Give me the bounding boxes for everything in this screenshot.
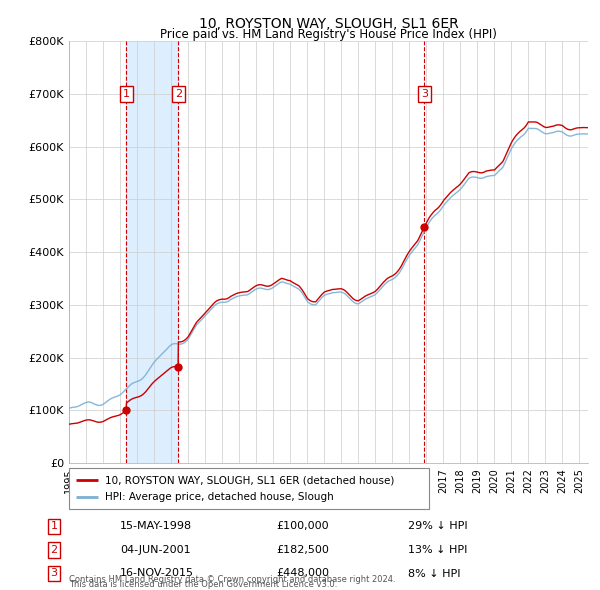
Text: £448,000: £448,000 xyxy=(276,569,329,578)
Bar xyxy=(127,41,178,463)
Text: 1: 1 xyxy=(50,522,58,531)
Text: 29% ↓ HPI: 29% ↓ HPI xyxy=(408,522,467,531)
Text: 8% ↓ HPI: 8% ↓ HPI xyxy=(408,569,461,578)
Text: This data is licensed under the Open Government Licence v3.0.: This data is licensed under the Open Gov… xyxy=(69,581,337,589)
Text: 15-MAY-1998: 15-MAY-1998 xyxy=(120,522,192,531)
Text: 1: 1 xyxy=(123,89,130,99)
Text: 2: 2 xyxy=(175,89,182,99)
Text: 16-NOV-2015: 16-NOV-2015 xyxy=(120,569,194,578)
Text: £100,000: £100,000 xyxy=(276,522,329,531)
Text: 04-JUN-2001: 04-JUN-2001 xyxy=(120,545,191,555)
Text: 3: 3 xyxy=(50,569,58,578)
Text: Price paid vs. HM Land Registry's House Price Index (HPI): Price paid vs. HM Land Registry's House … xyxy=(160,28,497,41)
Text: 10, ROYSTON WAY, SLOUGH, SL1 6ER: 10, ROYSTON WAY, SLOUGH, SL1 6ER xyxy=(199,17,458,31)
Text: 13% ↓ HPI: 13% ↓ HPI xyxy=(408,545,467,555)
Text: 10, ROYSTON WAY, SLOUGH, SL1 6ER (detached house): 10, ROYSTON WAY, SLOUGH, SL1 6ER (detach… xyxy=(105,476,394,486)
Text: 2: 2 xyxy=(50,545,58,555)
Text: Contains HM Land Registry data © Crown copyright and database right 2024.: Contains HM Land Registry data © Crown c… xyxy=(69,575,395,584)
Text: HPI: Average price, detached house, Slough: HPI: Average price, detached house, Slou… xyxy=(105,492,334,502)
Text: 3: 3 xyxy=(421,89,428,99)
Text: £182,500: £182,500 xyxy=(276,545,329,555)
